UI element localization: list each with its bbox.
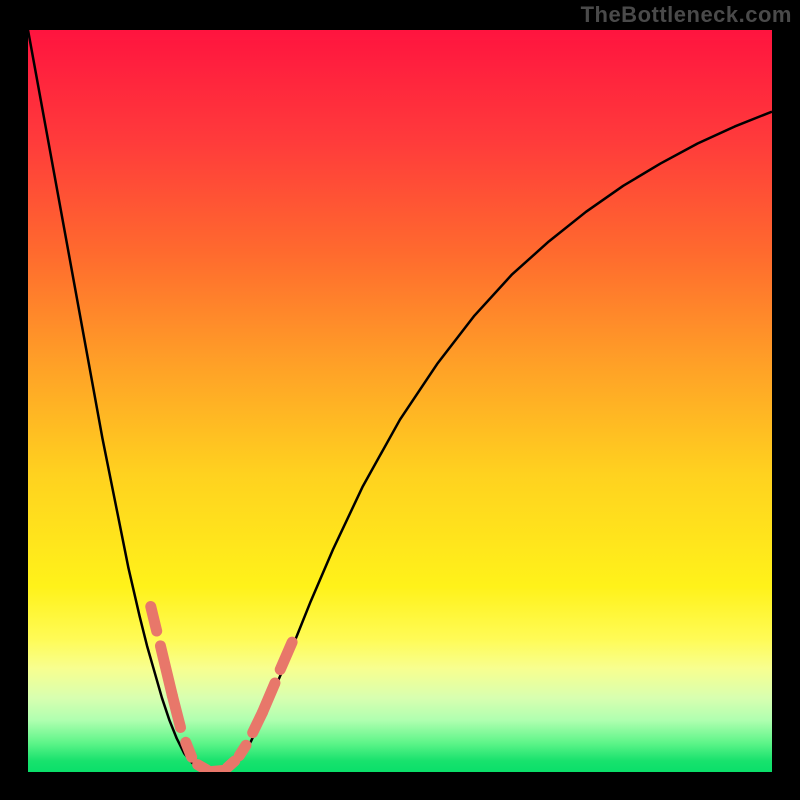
marker-segment — [151, 607, 157, 631]
marker-segment — [280, 642, 292, 669]
curve-layer — [28, 30, 772, 772]
marker-segment — [198, 765, 207, 770]
marker-segment — [227, 761, 234, 768]
marker-segment — [211, 771, 223, 772]
marker-segment — [160, 646, 172, 696]
marker-segment — [172, 696, 180, 728]
plot-area — [28, 30, 772, 772]
bottleneck-curve — [28, 30, 772, 772]
chart-root: TheBottleneck.com — [0, 0, 800, 800]
marker-segment — [186, 742, 192, 757]
watermark-text: TheBottleneck.com — [581, 2, 792, 28]
marker-segment — [262, 683, 275, 713]
marker-segment — [239, 745, 246, 755]
marker-segments — [151, 607, 292, 772]
